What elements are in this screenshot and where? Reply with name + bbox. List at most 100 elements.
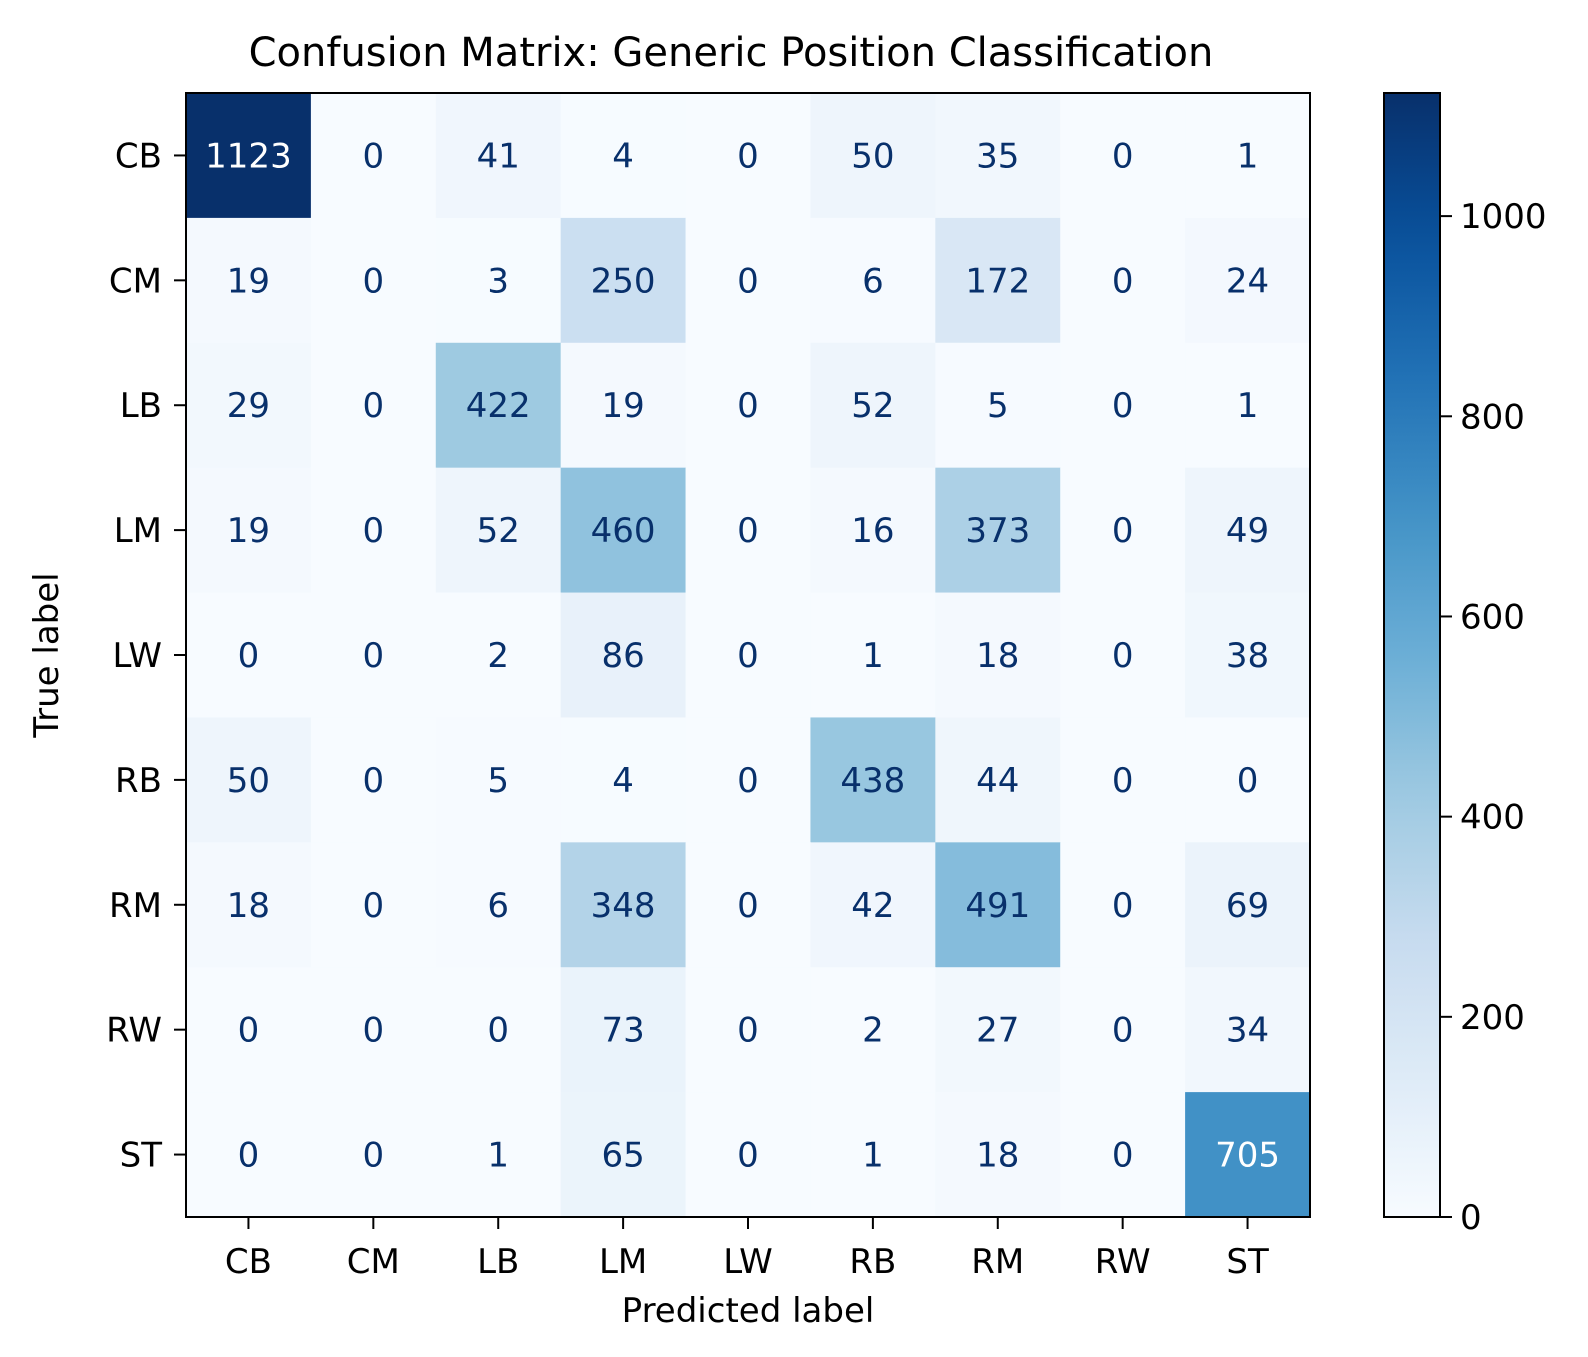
cell-value-RB-CB: 50 — [227, 761, 270, 801]
cell-ST-RM — [935, 1092, 1061, 1218]
cell-LB-RM — [935, 342, 1061, 469]
y-tick-label-LW: LW — [113, 636, 162, 676]
cell-value-LM-RW: 0 — [1112, 511, 1134, 551]
cell-value-RM-LM: 348 — [591, 886, 656, 926]
y-tick-label-CM: CM — [109, 261, 162, 301]
cell-LB-LB — [435, 342, 562, 469]
cell-LW-RM — [935, 592, 1061, 718]
cell-value-CM-LB: 3 — [487, 261, 509, 301]
colorbar-ticks: 0 200 400 600 800 1000 — [1440, 197, 1547, 1238]
cell-value-RB-LW: 0 — [737, 761, 759, 801]
x-tick-label-LM: LM — [599, 1242, 647, 1282]
cell-RW-LM — [560, 967, 687, 1093]
cell-RM-ST — [1185, 842, 1311, 968]
cell-value-CB-RM: 35 — [976, 136, 1019, 176]
cell-value-RW-RW: 0 — [1112, 1011, 1134, 1051]
cell-RW-CB — [186, 967, 312, 1093]
cell-ST-CB — [186, 1092, 312, 1218]
x-tick-label-LW: LW — [723, 1242, 772, 1282]
cell-RM-RB — [810, 842, 936, 968]
cell-LM-LB — [435, 467, 562, 594]
cell-LB-LM — [560, 342, 687, 469]
cell-value-CM-CB: 19 — [227, 261, 270, 301]
cell-value-RM-RW: 0 — [1112, 886, 1134, 926]
cell-value-ST-LW: 0 — [737, 1136, 759, 1176]
cell-CM-CM — [310, 217, 437, 344]
x-tick-label-ST: ST — [1226, 1242, 1269, 1282]
cell-value-ST-LM: 65 — [601, 1136, 644, 1176]
cell-RB-RW — [1060, 717, 1186, 843]
cell-CB-RW — [1060, 93, 1186, 219]
cell-value-ST-LB: 1 — [487, 1136, 509, 1176]
cell-value-CM-LW: 0 — [737, 261, 759, 301]
cell-value-CM-CM: 0 — [363, 261, 385, 301]
cell-LM-CB — [186, 467, 312, 594]
cell-CM-LW — [685, 217, 811, 344]
y-axis-ticks: CB CM LB LM LW RB RM RW ST — [106, 136, 186, 1176]
cell-value-CB-LM: 4 — [612, 136, 634, 176]
cell-value-CB-LB: 41 — [477, 136, 520, 176]
cell-LW-RW — [1060, 592, 1186, 718]
cell-CB-CM — [310, 93, 437, 219]
cell-value-LM-ST: 49 — [1226, 511, 1269, 551]
colorbar-tick-label-600: 600 — [1460, 597, 1525, 637]
cell-RM-CB — [186, 842, 312, 968]
cell-value-LM-RB: 16 — [851, 511, 894, 551]
cell-value-LB-CB: 29 — [227, 386, 270, 426]
cell-LW-CB — [186, 592, 312, 718]
y-tick-label-RB: RB — [115, 761, 162, 801]
y-tick-label-RW: RW — [106, 1011, 162, 1051]
cell-LB-RW — [1060, 342, 1186, 469]
colorbar-tick-label-0: 0 — [1460, 1198, 1482, 1238]
cell-CM-LM — [560, 217, 687, 344]
cell-CB-LM — [560, 93, 687, 219]
cell-value-LB-LB: 422 — [466, 386, 531, 426]
cell-value-LW-LB: 2 — [487, 636, 509, 676]
cell-RM-RW — [1060, 842, 1186, 968]
colorbar-tick-label-1000: 1000 — [1460, 197, 1547, 237]
x-tick-label-RW: RW — [1095, 1242, 1151, 1282]
cell-LW-ST — [1185, 592, 1311, 718]
cell-CB-RB — [810, 93, 936, 219]
cell-CB-ST — [1185, 93, 1311, 219]
cell-value-LW-CM: 0 — [363, 636, 385, 676]
colorbar-tick-label-800: 800 — [1460, 397, 1525, 437]
cell-value-RW-LM: 73 — [601, 1011, 644, 1051]
y-tick-label-RM: RM — [109, 886, 162, 926]
cell-value-RB-RB: 438 — [840, 761, 905, 801]
y-tick-label-CB: CB — [115, 136, 162, 176]
cell-RW-CM — [310, 967, 437, 1093]
cell-RM-LM — [560, 842, 687, 968]
cell-value-RW-LW: 0 — [737, 1011, 759, 1051]
cell-RB-LB — [435, 717, 562, 843]
cell-value-LB-RB: 52 — [851, 386, 894, 426]
cell-value-RW-LB: 0 — [487, 1011, 509, 1051]
cell-value-LW-CB: 0 — [238, 636, 260, 676]
cell-value-RM-CM: 0 — [363, 886, 385, 926]
cell-value-RM-ST: 69 — [1226, 886, 1269, 926]
cell-value-RB-RM: 44 — [976, 761, 1019, 801]
cell-value-LB-LW: 0 — [737, 386, 759, 426]
cell-LB-ST — [1185, 342, 1311, 469]
cell-CB-CB — [186, 93, 312, 219]
cell-RB-CM — [310, 717, 437, 843]
cell-value-RM-CB: 18 — [227, 886, 270, 926]
cell-value-CM-RW: 0 — [1112, 261, 1134, 301]
cell-RM-LB — [435, 842, 562, 968]
cell-ST-LM — [560, 1092, 687, 1218]
cell-value-CM-RB: 6 — [862, 261, 884, 301]
cell-RB-ST — [1185, 717, 1311, 843]
cell-value-LM-LM: 460 — [591, 511, 656, 551]
cell-RW-RM — [935, 967, 1061, 1093]
cell-CM-LB — [435, 217, 562, 344]
cell-ST-RB — [810, 1092, 936, 1218]
cell-value-RW-ST: 34 — [1226, 1011, 1269, 1051]
cell-RB-LW — [685, 717, 811, 843]
cell-ST-CM — [310, 1092, 437, 1218]
cell-LM-RM — [935, 467, 1061, 594]
cell-value-LM-CB: 19 — [227, 511, 270, 551]
cell-value-RB-LB: 5 — [487, 761, 509, 801]
cell-LM-LM — [560, 467, 687, 594]
cell-ST-ST — [1185, 1092, 1311, 1218]
cell-value-RW-CM: 0 — [363, 1011, 385, 1051]
